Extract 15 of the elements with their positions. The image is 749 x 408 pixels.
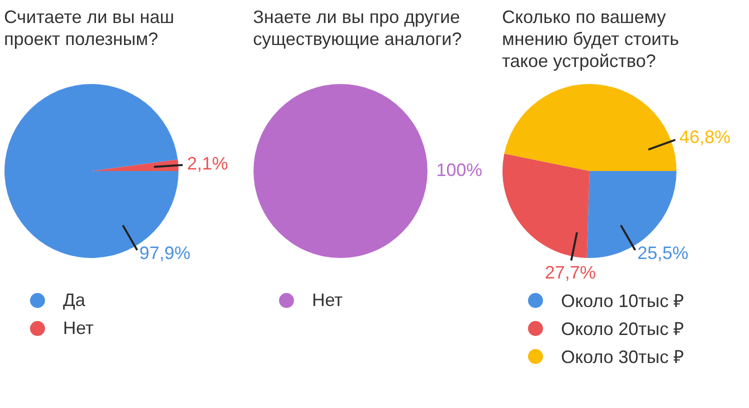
data-label: 100% xyxy=(436,160,482,180)
data-label: 97,9% xyxy=(139,242,190,263)
data-label: 25,5% xyxy=(637,242,688,263)
legend-label: Да xyxy=(63,290,86,310)
legend-label: Около 20тыс ₽ xyxy=(561,318,684,340)
chart-title: Считаете ли вы наш проект полезным? xyxy=(3,6,176,51)
data-label: 2,1% xyxy=(186,154,228,174)
legend-label: Около 10тыс ₽ xyxy=(561,290,684,312)
data-label: 46,8% xyxy=(679,127,730,148)
legend-label: Нет xyxy=(312,290,343,310)
legend-label: Нет xyxy=(63,318,94,338)
chart-title: Сколько по вашему мнению будет стоить такое устройство? xyxy=(501,6,680,73)
data-label: 27,7% xyxy=(544,262,596,283)
legend-label: Около 30тыс ₽ xyxy=(561,346,684,368)
chart-title: Знаете ли вы про другие существующие аналоги? xyxy=(252,6,463,51)
